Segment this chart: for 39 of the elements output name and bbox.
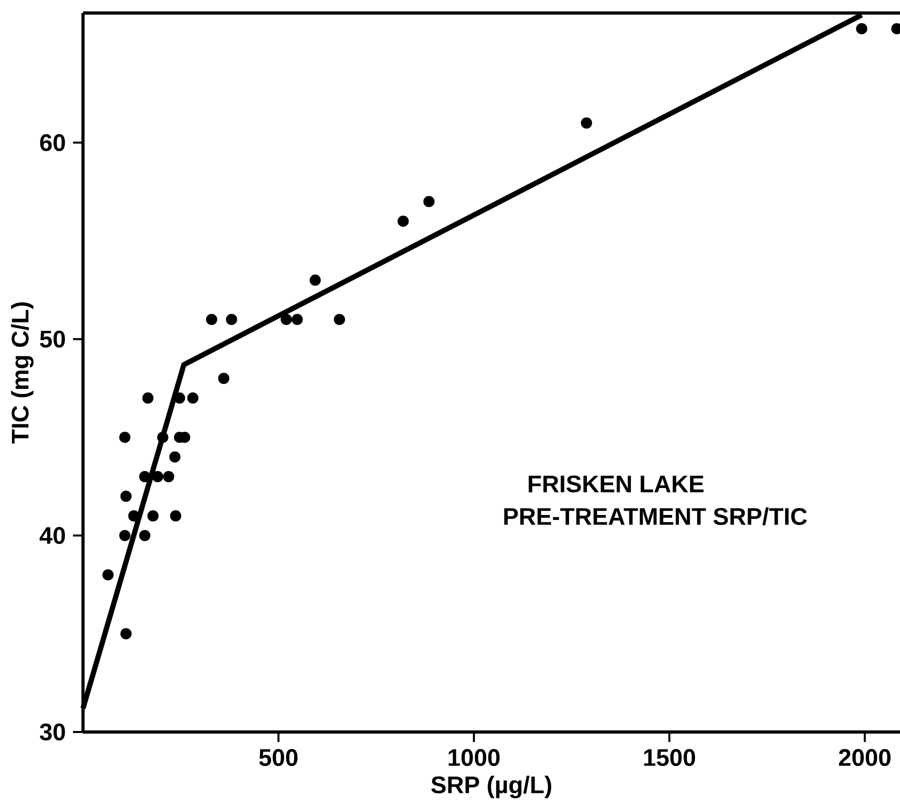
- point: [169, 451, 180, 463]
- point: [119, 530, 130, 542]
- point: [334, 314, 346, 326]
- x-tick-label: 1000: [448, 749, 500, 766]
- point: [163, 471, 174, 482]
- annotation: PRE-TREATMENT SRP/TIC: [504, 507, 807, 526]
- x-axis-title: SRP (µg/L): [431, 776, 552, 798]
- point: [139, 530, 150, 542]
- y-tick-label: 30: [40, 723, 65, 741]
- y-axis-title: TIC (mg C/L): [11, 302, 34, 444]
- point: [120, 628, 132, 640]
- point: [856, 23, 868, 34]
- point: [119, 432, 130, 443]
- y-tick-label: 60: [40, 134, 65, 152]
- point: [139, 471, 150, 482]
- point: [280, 314, 292, 326]
- annotation: FRISKEN LAKE: [528, 475, 704, 492]
- point: [120, 490, 132, 502]
- point: [226, 314, 238, 326]
- point: [147, 510, 159, 522]
- point: [152, 471, 164, 482]
- y-tick-label: 40: [40, 527, 65, 544]
- point: [398, 216, 409, 227]
- point: [206, 314, 218, 326]
- point: [128, 510, 140, 522]
- point: [142, 392, 154, 404]
- point: [157, 432, 168, 443]
- point: [218, 372, 230, 384]
- point: [187, 392, 198, 404]
- point: [423, 196, 435, 208]
- point: [580, 117, 592, 129]
- point: [292, 314, 303, 326]
- point: [102, 569, 114, 580]
- x-tick-label: 500: [259, 749, 298, 766]
- x-tick-label: 2000: [838, 749, 891, 766]
- x-tick-label: 1500: [644, 749, 696, 766]
- point: [170, 510, 182, 522]
- y-tick-label: 50: [40, 330, 65, 348]
- point: [310, 274, 321, 286]
